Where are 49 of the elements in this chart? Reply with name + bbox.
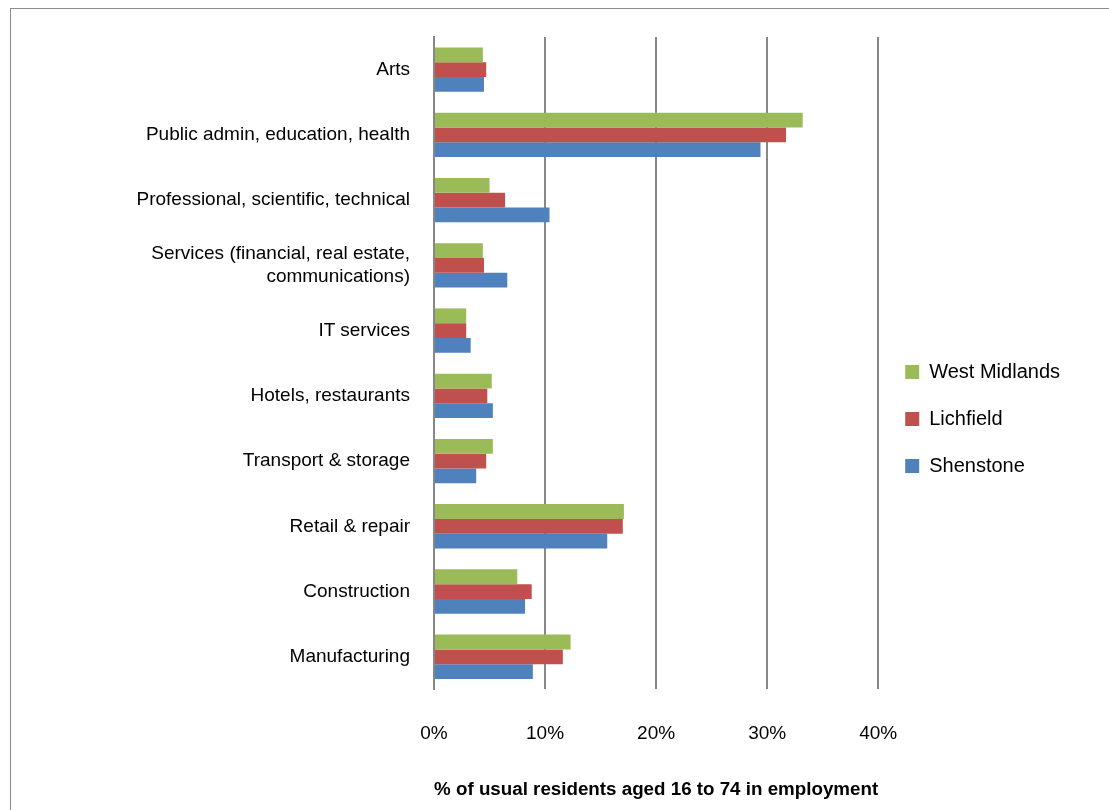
x-axis-title: % of usual residents aged 16 to 74 in employment <box>434 777 879 799</box>
bar <box>435 192 506 208</box>
y-tick-label: Transport & storage <box>242 449 410 471</box>
bar <box>435 127 787 143</box>
bar <box>435 207 550 223</box>
bar <box>435 112 803 128</box>
bar <box>435 584 532 599</box>
bar <box>435 373 492 389</box>
y-tick-label: Construction <box>303 579 410 601</box>
y-tick-label: Retail & repair <box>289 514 411 536</box>
bar <box>435 453 487 469</box>
bar <box>435 337 471 353</box>
bar <box>435 388 488 404</box>
bar <box>435 569 518 585</box>
bar <box>435 177 490 193</box>
x-tick-label: 0% <box>420 722 448 744</box>
y-tick-label: Professional, scientific, technical <box>136 188 410 210</box>
bar <box>435 598 526 614</box>
legend-label: Lichfield <box>929 406 1003 429</box>
legend-label: West Midlands <box>929 359 1061 382</box>
y-tick-label: Public admin, education, health <box>145 123 410 145</box>
y-tick-label: Manufacturing <box>289 645 410 667</box>
bar <box>435 243 483 258</box>
bar <box>435 308 467 324</box>
bar <box>435 649 563 665</box>
y-tick-label: Hotels, restaurants <box>250 384 410 406</box>
x-tick-label: 30% <box>748 722 787 744</box>
bar <box>435 47 483 63</box>
x-tick-label: 20% <box>637 722 676 744</box>
bar <box>435 77 484 92</box>
bar <box>435 634 571 650</box>
bar <box>435 323 467 338</box>
x-tick-label: 40% <box>859 722 898 744</box>
bar <box>435 518 623 534</box>
x-tick-label: 10% <box>526 722 565 744</box>
bar <box>435 142 761 158</box>
bar <box>435 504 624 519</box>
bar <box>435 272 508 288</box>
y-tick-label: Arts <box>376 57 410 79</box>
bar <box>435 468 477 484</box>
bar <box>435 438 493 454</box>
bar <box>435 403 493 418</box>
bar <box>435 62 487 78</box>
legend-label: Shenstone <box>929 453 1025 476</box>
y-tick-label: Services (financial, real estate, communications) <box>151 242 410 286</box>
y-tick-label: IT services <box>318 318 410 340</box>
bar <box>435 257 484 273</box>
bar <box>435 664 533 679</box>
bar <box>435 533 608 549</box>
